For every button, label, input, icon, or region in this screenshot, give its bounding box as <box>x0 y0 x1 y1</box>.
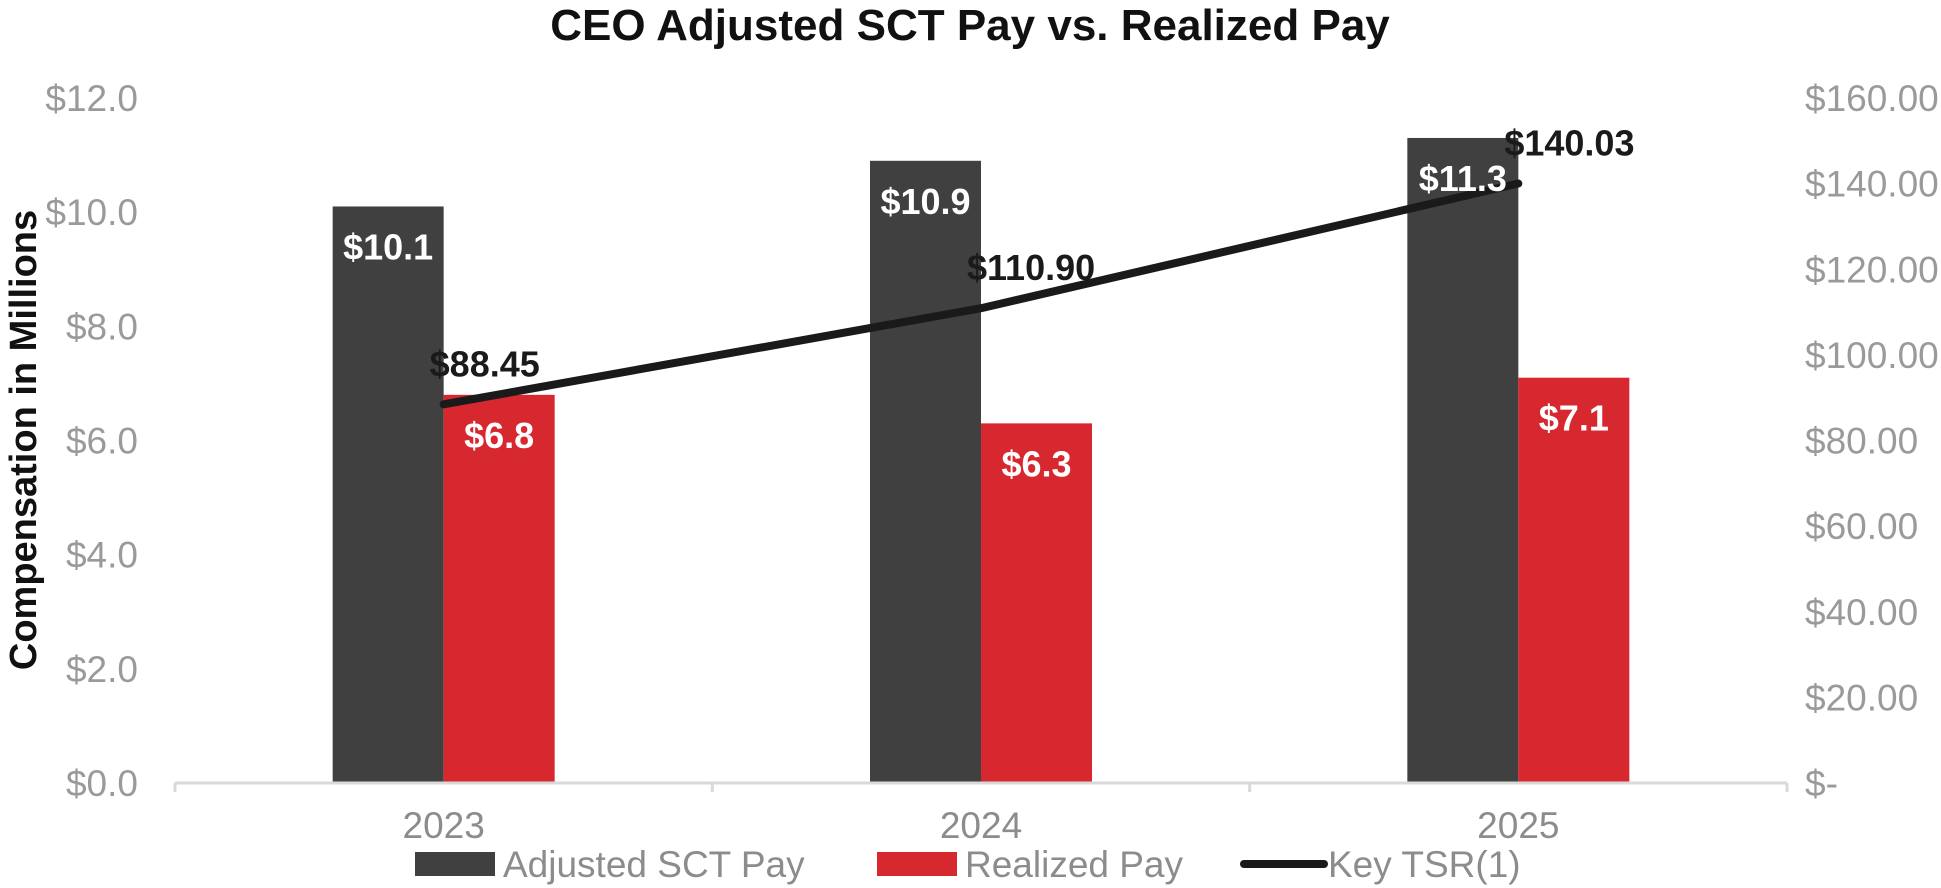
bar-value-label: $7.1 <box>1539 398 1609 439</box>
tsr-value-label: $88.45 <box>430 343 540 384</box>
bar-realized-pay <box>1518 377 1630 783</box>
right-tick-label: $100.00 <box>1805 335 1939 376</box>
bar-value-label: $6.8 <box>464 415 534 456</box>
left-tick-label: $12.0 <box>45 78 138 119</box>
legend: Adjusted SCT Pay Realized Pay Key TSR(1) <box>415 844 1521 885</box>
legend-swatch <box>877 852 957 876</box>
left-tick-label: $6.0 <box>66 421 138 462</box>
tsr-line-layer <box>439 179 1523 409</box>
right-tick-label: $80.00 <box>1805 421 1918 462</box>
left-axis-ticks: $0.0 $2.0 $4.0 $6.0 $8.0 $10.0 $12.0 <box>45 78 138 804</box>
x-axis: 2023 2024 2025 <box>173 781 1789 846</box>
bar-adjusted-sct-pay <box>1407 137 1519 784</box>
left-tick-label: $8.0 <box>66 306 138 347</box>
left-tick-label: $10.0 <box>45 192 138 233</box>
category-label: 2024 <box>940 805 1022 846</box>
right-tick-label: $140.00 <box>1805 164 1939 205</box>
right-axis-ticks: $- $20.00 $40.00 $60.00 $80.00 $100.00 $120.00… <box>1805 78 1939 804</box>
bar-realized-pay <box>981 423 1092 783</box>
bar-value-label: $6.3 <box>1001 443 1071 484</box>
bar-adjusted-sct-pay <box>870 160 981 783</box>
data-labels: $10.1 $6.8 $10.9 $6.3 $11.3 $7.1 $88.45 $110.90… <box>343 122 1634 484</box>
category-label: 2023 <box>403 805 485 846</box>
left-tick-label: $2.0 <box>66 649 138 690</box>
legend-label: Key TSR(1) <box>1328 844 1521 885</box>
legend-label: Adjusted SCT Pay <box>503 844 805 885</box>
right-tick-label: $160.00 <box>1805 78 1939 119</box>
bar-value-label: $10.1 <box>343 226 433 267</box>
tsr-value-label: $110.90 <box>967 247 1095 288</box>
right-tick-label: $20.00 <box>1805 677 1918 718</box>
right-tick-label: $40.00 <box>1805 592 1918 633</box>
legend-swatch <box>415 852 495 876</box>
left-tick-label: $4.0 <box>66 535 138 576</box>
legend-label: Realized Pay <box>965 844 1184 885</box>
right-tick-label: $- <box>1805 763 1838 804</box>
tsr-line <box>439 179 1523 409</box>
bar-realized-pay <box>443 394 555 783</box>
category-label: 2025 <box>1477 805 1559 846</box>
bar-value-label: $11.3 <box>1419 158 1507 199</box>
left-tick-label: $0.0 <box>66 763 138 804</box>
bar-value-label: $10.9 <box>880 181 970 222</box>
right-tick-label: $60.00 <box>1805 506 1918 547</box>
tsr-value-label: $140.03 <box>1504 122 1634 163</box>
right-tick-label: $120.00 <box>1805 249 1939 290</box>
bar-adjusted-sct-pay <box>332 206 444 784</box>
bars <box>332 137 1630 784</box>
chart-title: CEO Adjusted SCT Pay vs. Realized Pay <box>550 1 1390 50</box>
y-axis-label: Compensation in Millions <box>3 210 45 670</box>
